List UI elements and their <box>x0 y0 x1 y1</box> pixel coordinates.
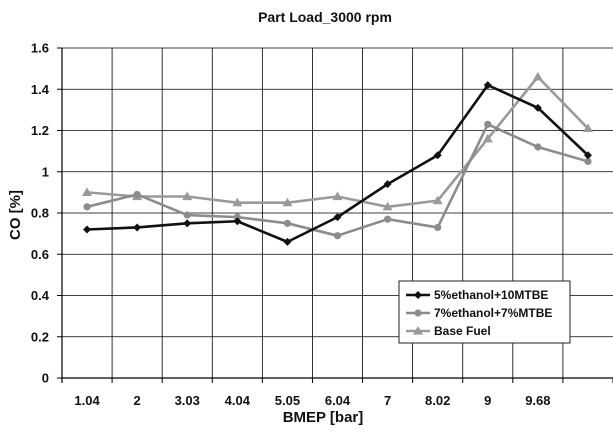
x-axis-ticks: 1.04 2 3.03 4.04 5.05 6.04 7 8.02 9 9.68 <box>74 393 550 408</box>
y-tick-label: 1.4 <box>31 82 50 97</box>
data-point <box>282 197 293 207</box>
series-group <box>82 71 593 246</box>
x-tick-label: 3.03 <box>175 393 200 408</box>
y-tick-label: 0.8 <box>31 206 49 221</box>
x-tick-label: 8.02 <box>425 393 450 408</box>
data-point <box>482 133 493 143</box>
x-tick-label: 7 <box>384 393 391 408</box>
data-point <box>413 326 423 335</box>
x-tick-label: 1.04 <box>74 393 100 408</box>
data-point <box>534 143 542 151</box>
data-point <box>584 157 592 166</box>
x-tick-label: 4.04 <box>225 393 251 408</box>
data-point <box>533 103 542 112</box>
data-point <box>233 213 241 221</box>
x-tick-label: 6.04 <box>325 393 351 408</box>
series-2 <box>83 120 592 240</box>
legend-item: Base Fuel <box>406 324 491 338</box>
data-point <box>484 120 492 128</box>
data-point <box>332 191 343 201</box>
y-axis-title: CO [%] <box>7 190 24 240</box>
data-point <box>433 151 442 160</box>
series-3 <box>82 71 593 211</box>
data-point <box>183 219 192 228</box>
y-tick-label: 1.6 <box>31 41 49 56</box>
y-axis-ticks: 0 0.2 0.4 0.6 0.8 1 1.2 1.4 1.6 <box>31 41 50 386</box>
data-point <box>133 223 142 232</box>
data-point <box>182 191 193 201</box>
x-tick-label: 5.05 <box>275 393 300 408</box>
data-point <box>583 151 592 160</box>
data-point <box>333 213 342 222</box>
data-point <box>383 180 392 189</box>
data-point <box>432 195 443 205</box>
x-tick-label: 9.68 <box>525 393 550 408</box>
data-point <box>414 291 422 299</box>
x-axis-title: BMEP [bar] <box>283 409 364 426</box>
data-point <box>232 197 243 207</box>
grid <box>62 47 613 379</box>
x-tick-label: 2 <box>134 393 141 408</box>
data-point <box>183 211 191 219</box>
data-point <box>414 309 422 317</box>
legend-label: Base Fuel <box>434 324 491 338</box>
y-tick-label: 1.2 <box>31 123 49 138</box>
data-point <box>83 225 92 234</box>
y-tick-label: 0.4 <box>31 288 50 303</box>
data-point <box>532 71 543 81</box>
data-point <box>83 203 91 211</box>
y-tick-label: 0.2 <box>31 329 49 344</box>
series-1 <box>83 81 592 246</box>
legend-label: 5%ethanol+10MTBE <box>434 288 548 302</box>
axes <box>57 47 613 383</box>
data-point <box>283 237 292 246</box>
y-tick-label: 0 <box>42 371 49 386</box>
data-point <box>283 219 292 227</box>
data-point <box>382 201 393 211</box>
y-tick-label: 1 <box>42 164 49 179</box>
x-tick-label: 9 <box>484 393 491 408</box>
y-tick-label: 0.6 <box>31 247 49 262</box>
legend-item: 7%ethanol+7%MTBE <box>406 306 552 320</box>
data-point <box>582 123 593 133</box>
data-point <box>333 232 342 240</box>
legend: 5%ethanol+10MTBE 7%ethanol+7%MTBE Base Fue… <box>398 280 571 344</box>
data-point <box>82 187 93 196</box>
data-point <box>483 81 492 90</box>
data-point <box>434 223 442 232</box>
legend-item: 5%ethanol+10MTBE <box>406 288 548 302</box>
data-point <box>383 215 392 223</box>
legend-label: 7%ethanol+7%MTBE <box>434 306 552 320</box>
data-point <box>133 190 141 199</box>
data-point <box>233 217 242 226</box>
chart-title: Part Load_3000 rpm <box>258 9 392 25</box>
